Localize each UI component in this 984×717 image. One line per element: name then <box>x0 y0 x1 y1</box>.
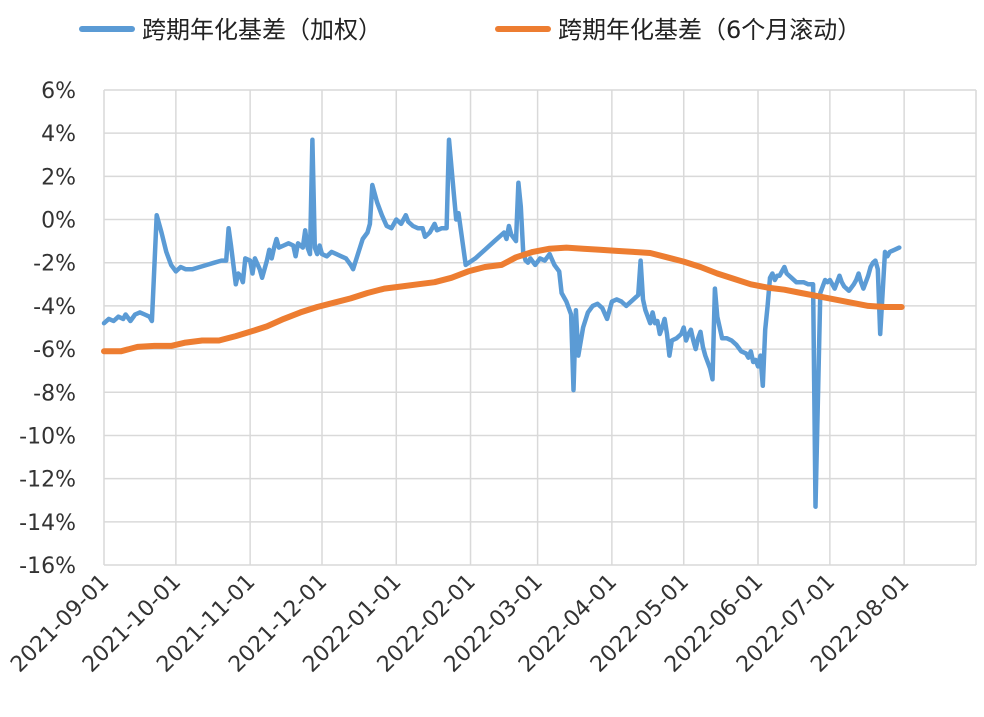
y-tick-label: -10% <box>19 424 76 449</box>
gridlines <box>103 89 977 566</box>
y-tick-label: 6% <box>41 79 76 104</box>
x-axis: 2021-09-012021-10-012021-11-012021-12-01… <box>6 570 914 678</box>
legend-label-rolling: 跨期年化基差（6个月滚动） <box>558 16 861 44</box>
y-tick-label: 0% <box>41 209 76 234</box>
series-layer <box>101 137 905 509</box>
y-tick-label: -6% <box>33 338 76 363</box>
y-tick-label: -12% <box>19 468 76 493</box>
legend: 跨期年化基差（加权） 跨期年化基差（6个月滚动） <box>79 16 861 44</box>
y-axis: 6% 4% 2% 0% -2% -4% -6% -8% -10% -12% -14% -16% <box>19 79 76 579</box>
y-tick-label: -8% <box>33 381 76 406</box>
series-line-rolling <box>101 244 905 355</box>
y-tick-label: 4% <box>41 122 76 147</box>
legend-label-weighted: 跨期年化基差（加权） <box>142 16 382 44</box>
y-tick-label: -2% <box>33 252 76 277</box>
y-tick-label: -4% <box>33 295 76 320</box>
y-tick-label: 2% <box>41 165 76 190</box>
y-tick-label: -16% <box>19 554 76 579</box>
series-line-weighted <box>101 137 902 509</box>
y-tick-label: -14% <box>19 511 76 536</box>
